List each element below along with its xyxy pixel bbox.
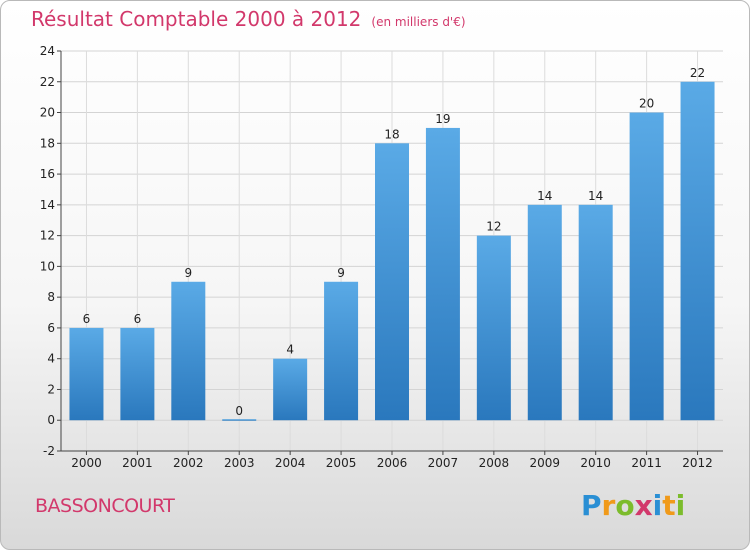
value-label-2010: 14 <box>588 189 603 203</box>
bar-2007 <box>425 127 460 421</box>
value-label-2009: 14 <box>537 189 552 203</box>
y-tick-label: 4 <box>47 352 55 366</box>
x-tick-label-2011: 2011 <box>631 456 662 470</box>
bar-2006 <box>375 143 409 421</box>
value-label-2005: 9 <box>337 266 345 280</box>
bar-2005 <box>324 281 359 421</box>
logo-letter: t <box>662 489 676 522</box>
logo-letter: r <box>601 489 616 522</box>
y-tick-label: 18 <box>40 136 55 150</box>
x-tick-label-2004: 2004 <box>275 456 306 470</box>
logo-letter: P <box>581 489 602 522</box>
x-tick-label-2012: 2012 <box>682 456 713 470</box>
bar-2001 <box>120 327 155 421</box>
logo-letter: o <box>615 489 635 522</box>
chart-title-unit: (en milliers d'€) <box>371 15 466 29</box>
x-tick-label-2005: 2005 <box>326 456 357 470</box>
value-label-2001: 6 <box>134 312 142 326</box>
value-label-2000: 6 <box>83 312 91 326</box>
logo-letter: i <box>652 489 663 522</box>
y-tick-label: 20 <box>40 106 55 120</box>
y-tick-label: 2 <box>47 382 55 396</box>
bar-2002 <box>171 281 206 421</box>
bar-2000 <box>69 327 104 421</box>
y-tick-label: 0 <box>47 413 55 427</box>
y-tick-label: 14 <box>40 198 55 212</box>
logo-letter: x <box>634 489 653 522</box>
value-label-2003: 0 <box>235 404 243 418</box>
y-tick-label: 24 <box>40 44 55 58</box>
value-labels: 6 6 9 0 4 9 18 19 12 14 14 20 22 <box>83 66 706 418</box>
x-tick-label-2001: 2001 <box>122 456 153 470</box>
value-label-2007: 19 <box>435 112 450 126</box>
y-tick-label: 10 <box>40 259 55 273</box>
value-label-2011: 20 <box>639 97 654 111</box>
bars <box>69 81 715 421</box>
value-label-2012: 22 <box>690 66 705 80</box>
bar-2011 <box>629 112 664 421</box>
chart-title-text: Résultat Comptable 2000 à 2012 <box>31 7 362 31</box>
y-tick-label: 12 <box>40 229 55 243</box>
x-tick-label-2002: 2002 <box>173 456 204 470</box>
x-tick-label-2000: 2000 <box>71 456 102 470</box>
x-tick-label-2010: 2010 <box>580 456 611 470</box>
bar-2008 <box>476 235 511 421</box>
x-tick-label-2008: 2008 <box>479 456 510 470</box>
bar-2004 <box>273 358 308 421</box>
x-tick-label-2007: 2007 <box>428 456 459 470</box>
value-label-2008: 12 <box>486 220 501 234</box>
x-tick-label-2003: 2003 <box>224 456 255 470</box>
bar-2010 <box>578 204 613 421</box>
x-tick-label-2009: 2009 <box>529 456 560 470</box>
proxiti-logo: Proxiti <box>581 489 685 522</box>
value-label-2006: 18 <box>384 127 399 141</box>
y-tick-label: 8 <box>47 290 55 304</box>
y-tick-label: 22 <box>40 75 55 89</box>
value-label-2004: 4 <box>286 343 294 357</box>
town-name: BASSONCOURT <box>35 495 175 517</box>
y-tick-label: -2 <box>43 444 55 458</box>
chart-title: Résultat Comptable 2000 à 2012 (en millie… <box>31 7 466 31</box>
y-tick-label: 16 <box>40 167 55 181</box>
bar-2012 <box>680 81 715 421</box>
value-label-2002: 9 <box>184 266 192 280</box>
bar-2009 <box>527 204 562 421</box>
y-tick-label: 6 <box>47 321 55 335</box>
bar-2003 <box>222 419 257 421</box>
logo-letter: i <box>675 489 686 522</box>
x-tick-label-2006: 2006 <box>377 456 408 470</box>
